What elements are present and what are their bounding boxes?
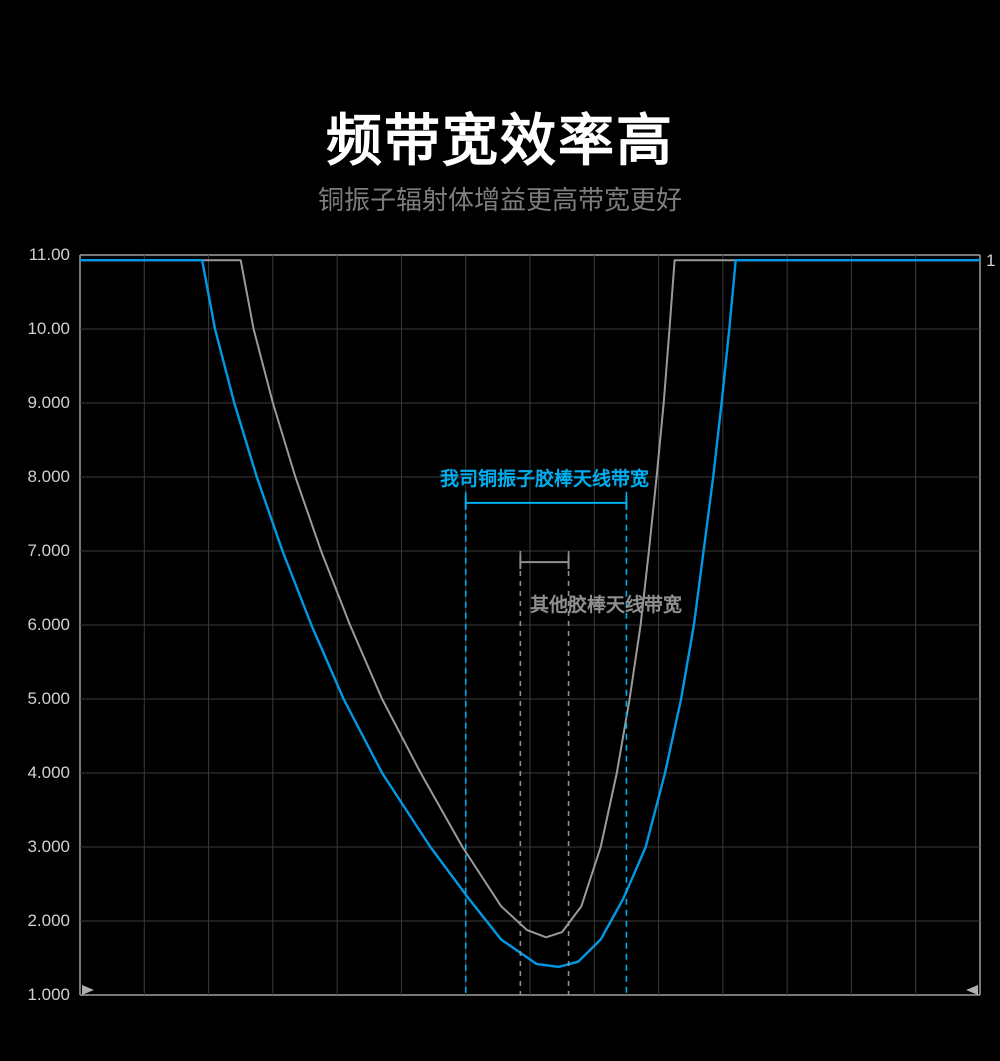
y-tick-label: 8.000 [27, 467, 70, 487]
y-tick-label: 4.000 [27, 763, 70, 783]
bandwidth-chart: 1.000 2.000 3.000 4.000 5.000 6.000 7.000 8.000… [0, 0, 1000, 1061]
y-tick-label: 9.000 [27, 393, 70, 413]
bandwidth-label: 我司铜振子胶棒天线带宽 [440, 464, 649, 491]
y-tick-label: 11.00 [29, 245, 70, 265]
y-tick-label: 1.000 [27, 985, 70, 1005]
y-tick-label: 2.000 [27, 911, 70, 931]
right-axis-label: 1 [986, 251, 995, 271]
y-tick-label: 6.000 [27, 615, 70, 635]
y-tick-label: 10.00 [27, 319, 70, 339]
y-tick-label: 5.000 [27, 689, 70, 709]
y-tick-label: 7.000 [27, 541, 70, 561]
bandwidth-label: 其他胶棒天线带宽 [530, 590, 682, 617]
y-tick-label: 3.000 [27, 837, 70, 857]
